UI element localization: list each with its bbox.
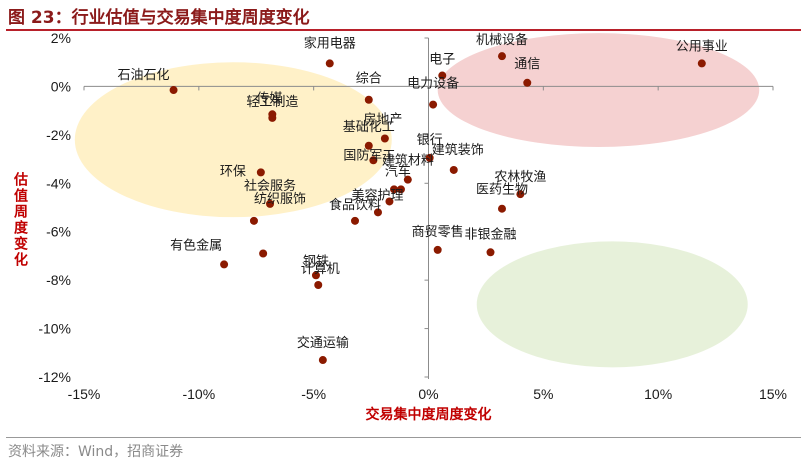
data-point bbox=[403, 175, 412, 184]
point-label: 商贸零售 bbox=[412, 224, 464, 240]
data-point bbox=[433, 245, 442, 254]
data-point bbox=[373, 208, 382, 217]
data-point bbox=[380, 134, 389, 143]
point-label: 环保 bbox=[220, 164, 246, 179]
data-point bbox=[438, 71, 447, 80]
point-label: 轻工制造 bbox=[246, 95, 298, 110]
point-label: 非银金融 bbox=[465, 226, 517, 242]
data-point bbox=[390, 185, 399, 194]
point-label: 建筑装饰 bbox=[432, 142, 484, 158]
point-label: 国防军工 bbox=[343, 147, 395, 163]
x-axis-title: 交易集中度周度变化 bbox=[366, 406, 492, 423]
point-label: 传媒 bbox=[256, 91, 282, 106]
point-label: 家用电器 bbox=[304, 35, 356, 51]
point-label: 有色金属 bbox=[170, 237, 222, 253]
zone-green bbox=[476, 241, 748, 368]
x-tick-label: 0% bbox=[418, 386, 438, 402]
data-point bbox=[697, 59, 706, 68]
point-label: 综合 bbox=[356, 72, 382, 87]
point-label: 机械设备 bbox=[476, 32, 528, 48]
data-point bbox=[314, 280, 323, 289]
x-tick-label: 10% bbox=[644, 386, 672, 402]
point-label: 社会服务 bbox=[244, 178, 296, 194]
points-layer bbox=[169, 52, 706, 365]
source-divider bbox=[6, 437, 801, 438]
data-point bbox=[169, 86, 178, 95]
y-tick-label: -6% bbox=[46, 224, 71, 240]
data-point bbox=[429, 100, 438, 109]
x-tick-label: 5% bbox=[533, 386, 553, 402]
data-point bbox=[425, 153, 434, 162]
scatter-chart: -15% -10% -5% 0% 5% 10% 15% 2% 0% -2% -4% -6% -8% -10… bbox=[12, 30, 787, 423]
source-note: 资料来源：Wind，招商证券 bbox=[8, 444, 184, 460]
zone-red bbox=[437, 33, 760, 147]
point-label: 医药生物 bbox=[476, 183, 528, 198]
axes-layer: -15% -10% -5% 0% 5% 10% 15% 2% 0% -2% -4% -6% -8% -10… bbox=[38, 30, 787, 402]
figure-title: 图 23：行业估值与交易集中度周度变化 bbox=[8, 8, 310, 28]
point-label: 汽车 bbox=[385, 163, 411, 179]
data-point bbox=[449, 165, 458, 174]
data-point bbox=[256, 168, 265, 177]
zone-layer bbox=[74, 33, 760, 368]
x-tick-label: 15% bbox=[759, 386, 787, 402]
point-label: 建筑材料 bbox=[382, 153, 434, 169]
data-point bbox=[486, 248, 495, 257]
point-label: 石油石化 bbox=[118, 68, 170, 83]
data-point bbox=[249, 216, 258, 225]
data-point bbox=[364, 95, 373, 104]
data-point bbox=[516, 190, 525, 199]
point-label: 房地产 bbox=[363, 111, 402, 127]
point-label: 食品饮料 bbox=[329, 197, 381, 213]
y-tick-label: 0% bbox=[51, 78, 71, 94]
y-tick-label: -2% bbox=[46, 127, 71, 143]
y-axis-title: 估值周度变化 bbox=[12, 171, 29, 268]
x-tick-label: -15% bbox=[68, 386, 101, 402]
data-point bbox=[523, 78, 532, 87]
point-label: 交通运输 bbox=[297, 335, 349, 351]
data-point bbox=[318, 356, 327, 365]
point-label: 纺织服饰 bbox=[254, 192, 306, 207]
y-tick-label: -12% bbox=[38, 369, 71, 385]
point-label: 美容护理 bbox=[351, 187, 403, 203]
data-point bbox=[497, 52, 506, 61]
point-label: 农林牧渔 bbox=[494, 170, 546, 185]
zone-yellow bbox=[74, 62, 392, 218]
y-tick-label: -10% bbox=[38, 321, 71, 337]
data-point bbox=[351, 216, 360, 225]
point-label: 通信 bbox=[514, 57, 540, 72]
point-label: 钢铁 bbox=[303, 254, 329, 269]
data-point bbox=[369, 156, 378, 165]
data-point bbox=[396, 185, 405, 194]
y-tick-label: 2% bbox=[51, 30, 71, 46]
point-label: 银行 bbox=[417, 133, 443, 148]
data-point bbox=[268, 113, 277, 122]
data-point bbox=[266, 199, 275, 208]
data-point bbox=[497, 204, 506, 213]
y-tick-label: -8% bbox=[46, 272, 71, 288]
y-tick-label: -4% bbox=[46, 175, 71, 191]
point-label: 电子 bbox=[429, 53, 455, 68]
title-divider bbox=[6, 29, 801, 31]
data-point bbox=[259, 249, 268, 258]
point-label: 公用事业 bbox=[676, 39, 728, 54]
data-point bbox=[220, 260, 229, 269]
x-tick-label: -5% bbox=[301, 386, 326, 402]
data-point bbox=[364, 141, 373, 150]
data-point bbox=[385, 197, 394, 206]
data-point bbox=[325, 59, 334, 68]
data-point bbox=[311, 271, 320, 280]
point-label: 基础化工 bbox=[343, 120, 395, 135]
x-tick-label: -10% bbox=[182, 386, 215, 402]
point-label: 计算机 bbox=[301, 262, 340, 277]
point-label: 电力设备 bbox=[407, 76, 459, 92]
